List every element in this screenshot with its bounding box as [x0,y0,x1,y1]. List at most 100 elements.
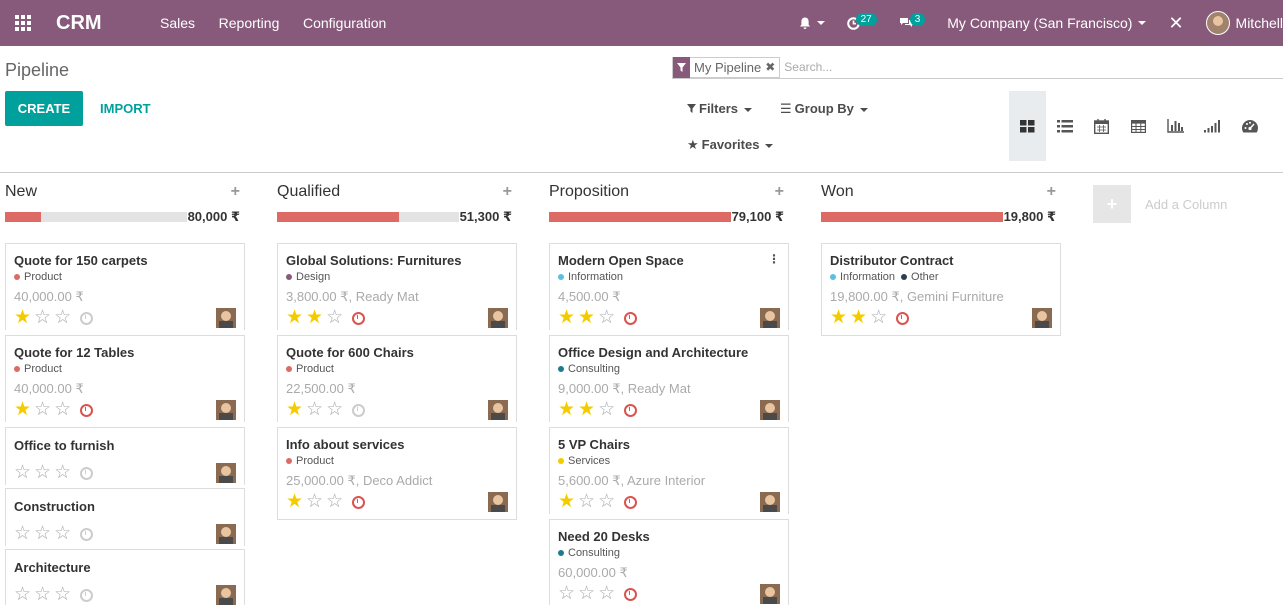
priority-star-icon[interactable]: ☆ [34,399,52,420]
dashboard-view-button[interactable] [1231,91,1268,161]
lead-card[interactable]: Construction ☆ ☆ ☆ [5,488,245,546]
column-title[interactable]: Qualified [277,183,341,200]
priority-star-icon[interactable]: ★ [286,399,304,420]
priority-star-icon[interactable]: ★ [14,307,32,328]
remove-facet-icon[interactable]: ✖ [765,60,776,74]
lead-card[interactable]: Quote for 150 carpets Product 40,000.00 ₹ ★… [5,243,245,330]
notifications-dropdown[interactable] [799,17,825,30]
filters-dropdown[interactable]: Filters [687,101,753,116]
priority-star-icon[interactable]: ★ [286,307,304,328]
activity-clock-icon[interactable] [80,403,94,417]
lead-card[interactable]: Info about services Product 25,000.00 ₹, D… [277,427,517,520]
priority-star-icon[interactable]: ★ [830,307,848,328]
activity-clock-icon[interactable] [352,495,366,509]
progress-bar[interactable] [5,212,187,222]
priority-star-icon[interactable]: ☆ [34,523,52,544]
list-view-button[interactable] [1046,91,1083,161]
lead-card[interactable]: Architecture ☆ ☆ ☆ [5,549,245,605]
lead-card[interactable]: Quote for 12 Tables Product 40,000.00 ₹ ★ ☆ ☆ [5,335,245,422]
priority-star-icon[interactable]: ★ [306,307,324,328]
activity-clock-icon[interactable] [80,527,94,541]
company-switcher[interactable]: My Company (San Francisco) [947,15,1147,31]
column-title[interactable]: Won [821,183,854,200]
priority-star-icon[interactable]: ☆ [598,491,616,512]
activity-clock-icon[interactable] [80,466,94,480]
lead-card[interactable]: Global Solutions: Furnitures Design 3,800.… [277,243,517,330]
graph-view-button[interactable] [1157,91,1194,161]
quick-create-icon[interactable]: + [1046,183,1056,200]
priority-star-icon[interactable]: ☆ [578,583,596,604]
column-title[interactable]: Proposition [549,183,630,200]
activity-clock-icon[interactable] [352,311,366,325]
kanban-view-button[interactable] [1009,91,1046,161]
progress-bar[interactable] [821,212,1003,222]
activity-clock-icon[interactable] [624,311,638,325]
activity-clock-icon[interactable] [624,587,638,601]
priority-star-icon[interactable]: ☆ [34,307,52,328]
quick-create-icon[interactable]: + [230,183,240,200]
quick-create-icon[interactable]: + [774,183,784,200]
priority-star-icon[interactable]: ★ [14,399,32,420]
activities-dropdown[interactable]: 27 [846,12,877,30]
lead-card[interactable]: Quote for 600 Chairs Product 22,500.00 ₹ ★ ☆… [277,335,517,422]
create-button[interactable]: CREATE [5,91,83,126]
priority-star-icon[interactable]: ★ [558,491,576,512]
column-title[interactable]: New [5,183,38,200]
priority-star-icon[interactable]: ☆ [54,584,72,605]
priority-star-icon[interactable]: ☆ [326,307,344,328]
lead-card[interactable]: 5 VP Chairs Services 5,600.00 ₹, Azure Int… [549,427,789,514]
priority-star-icon[interactable]: ☆ [54,462,72,483]
menu-configuration[interactable]: Configuration [302,15,387,31]
calendar-view-button[interactable] [1083,91,1120,161]
priority-star-icon[interactable]: ★ [850,307,868,328]
progress-bar[interactable] [277,212,459,222]
menu-sales[interactable]: Sales [160,15,196,31]
cohort-view-button[interactable] [1194,91,1231,161]
priority-star-icon[interactable]: ☆ [870,307,888,328]
priority-star-icon[interactable]: ☆ [578,491,596,512]
lead-card[interactable]: Modern Open Space ⋮ Information 4,500.00 ₹ ★… [549,243,789,330]
priority-star-icon[interactable]: ★ [558,399,576,420]
priority-star-icon[interactable]: ★ [578,307,596,328]
priority-star-icon[interactable]: ★ [578,399,596,420]
debug-tools[interactable]: ✕ [1168,13,1183,34]
priority-star-icon[interactable]: ☆ [558,583,576,604]
favorites-dropdown[interactable]: ★ Favorites [687,137,774,153]
lead-card[interactable]: Office Design and Architecture Consulting… [549,335,789,422]
activity-clock-icon[interactable] [80,311,94,325]
priority-star-icon[interactable]: ☆ [598,307,616,328]
priority-star-icon[interactable]: ☆ [14,523,32,544]
activity-clock-icon[interactable] [80,588,94,602]
priority-star-icon[interactable]: ☆ [34,462,52,483]
priority-star-icon[interactable]: ☆ [598,583,616,604]
priority-star-icon[interactable]: ☆ [306,491,324,512]
apps-menu-icon[interactable] [0,0,46,46]
import-button[interactable]: IMPORT [100,101,151,116]
priority-star-icon[interactable]: ☆ [306,399,324,420]
priority-star-icon[interactable]: ☆ [598,399,616,420]
priority-star-icon[interactable]: ☆ [54,399,72,420]
priority-star-icon[interactable]: ☆ [14,462,32,483]
priority-star-icon[interactable]: ☆ [326,491,344,512]
menu-reporting[interactable]: Reporting [218,15,280,31]
app-brand[interactable]: CRM [56,11,102,34]
messages-dropdown[interactable]: 3 [899,12,926,29]
activity-clock-icon[interactable] [624,403,638,417]
search-input[interactable] [784,60,1185,74]
activity-clock-icon[interactable] [896,311,910,325]
lead-card[interactable]: Office to furnish ☆ ☆ ☆ [5,427,245,485]
pivot-view-button[interactable] [1120,91,1157,161]
add-column-button[interactable]: + Add a Column [1093,185,1227,223]
priority-star-icon[interactable]: ☆ [326,399,344,420]
priority-star-icon[interactable]: ★ [286,491,304,512]
priority-star-icon[interactable]: ☆ [34,584,52,605]
card-options-icon[interactable]: ⋮ [768,252,780,266]
quick-create-icon[interactable]: + [502,183,512,200]
lead-card[interactable]: Need 20 Desks Consulting 60,000.00 ₹ ☆ ☆ ☆ [549,519,789,605]
priority-star-icon[interactable]: ☆ [54,523,72,544]
groupby-dropdown[interactable]: ☰ Group By [780,101,868,117]
priority-star-icon[interactable]: ☆ [14,584,32,605]
progress-bar[interactable] [549,212,731,222]
activity-clock-icon[interactable] [352,403,366,417]
activity-clock-icon[interactable] [624,495,638,509]
